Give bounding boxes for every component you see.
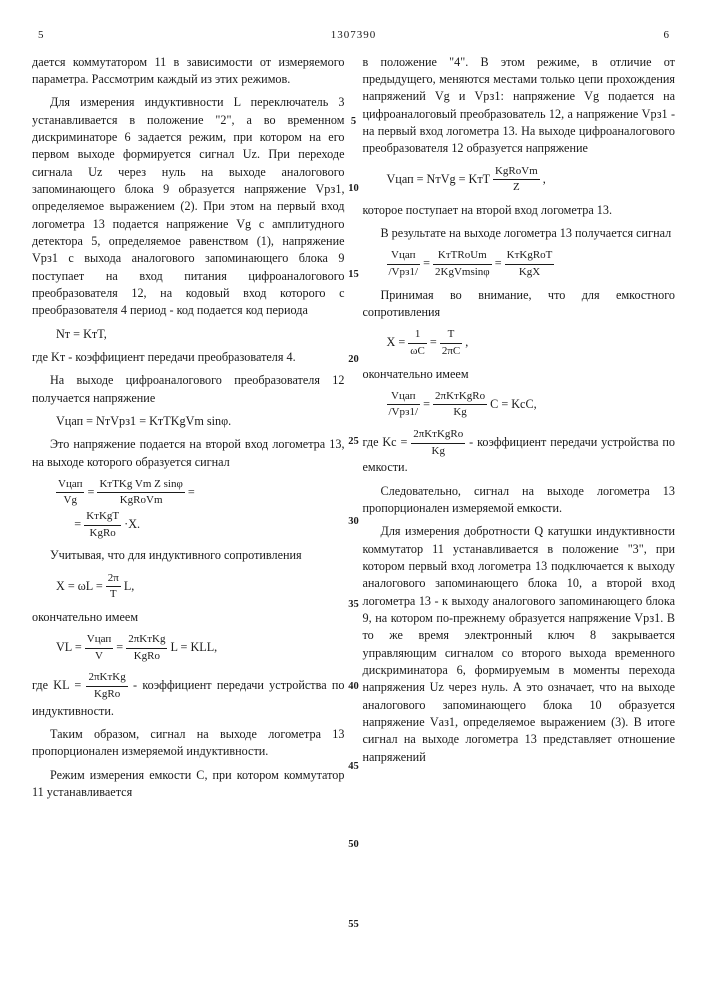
frac-num: KтTKg Vm Z sinφ <box>97 477 184 494</box>
formula: X = ωL = 2πT L, <box>56 571 345 603</box>
frac-den: KgX <box>505 265 555 281</box>
frac-num: Vцап <box>387 389 421 406</box>
frac-den: Kg <box>411 444 465 460</box>
lineno: 55 <box>348 918 359 933</box>
frac-den: KgRo <box>84 526 121 542</box>
para: которое поступает на второй вход логомет… <box>363 202 676 219</box>
formula: Vцап/Vрз1/ = KтTRoUm2KgVmsinφ = KтKgRoTK… <box>387 248 676 280</box>
frac-den: V <box>85 649 113 665</box>
formula: Vцап = NтVрз1 = KтTKgVm sinφ. <box>56 413 345 430</box>
formula-part: = KтTKgVm sinφ. <box>136 414 231 428</box>
frac-num: Vцап <box>387 248 421 265</box>
frac-den: Z <box>493 180 540 196</box>
formula: VL = VцапV = 2πKтKgKgRo L = KLL, <box>56 632 345 664</box>
frac-num: T <box>440 327 462 344</box>
frac-den: /Vрз1/ <box>387 405 421 421</box>
frac-num: 2πKтKg <box>86 670 127 687</box>
formula-part: = <box>423 397 433 411</box>
text: где KL = <box>32 678 86 692</box>
lineno: 40 <box>348 680 359 695</box>
frac-num: KgRoVm <box>493 164 540 181</box>
frac-den: KgRoVm <box>97 493 184 509</box>
frac-den: 2πC <box>440 344 462 360</box>
formula: X = 1ωC = T2πC , <box>387 327 676 359</box>
frac-num: Vцап <box>56 477 84 494</box>
page: 5 1307390 6 5 10 15 20 25 30 35 40 45 50… <box>0 0 707 1000</box>
frac-den: /Vрз1/ <box>387 265 421 281</box>
para: Принимая во внимание, что для емкостного… <box>363 287 676 322</box>
frac-den: Kg <box>433 405 487 421</box>
page-num-left: 5 <box>38 28 78 44</box>
formula: Vцап/Vрз1/ = 2πKтKgRoKg C = KcC, <box>387 389 676 421</box>
frac-num: 2πKтKgRo <box>433 389 487 406</box>
para: где Kc = 2πKтKgRoKg - коэффициент переда… <box>363 427 676 477</box>
formula-part: Vцап = NтVрз1 <box>56 414 136 428</box>
patent-number: 1307390 <box>78 28 629 44</box>
formula-part: ·X. <box>124 517 140 531</box>
formula-part: = <box>430 335 440 349</box>
frac-num: 2πKтKg <box>126 632 167 649</box>
formula-part: = <box>116 640 126 654</box>
lineno: 5 <box>351 115 356 130</box>
para: окончательно имеем <box>32 609 345 626</box>
formula-part: = <box>423 256 433 270</box>
page-header: 5 1307390 6 <box>32 28 675 44</box>
frac-den: KgRo <box>126 649 167 665</box>
para: Следовательно, сигнал на выходе логометр… <box>363 483 676 518</box>
para: Учитывая, что для индуктивного сопротивл… <box>32 547 345 564</box>
lineno: 30 <box>348 515 359 530</box>
para: где Kт - коэффициент передачи преобразов… <box>32 349 345 366</box>
frac-num: 1 <box>408 327 427 344</box>
para: где KL = 2πKтKgKgRo - коэффициент переда… <box>32 670 345 720</box>
para: Для измерения индуктивности L переключат… <box>32 94 345 319</box>
lineno: 10 <box>348 182 359 197</box>
formula: VцапVg = KтTKg Vm Z sinφKgRoVm = = KтKgT… <box>56 477 345 541</box>
frac-num: KтKgT <box>84 509 121 526</box>
para: Это напряжение подается на второй вход л… <box>32 436 345 471</box>
column-right: в положение "4". В этом режиме, в отличи… <box>363 54 676 808</box>
column-left: дается коммутатором 11 в зависимости от … <box>32 54 345 808</box>
frac-den: Vg <box>56 493 84 509</box>
frac-num: KтTRoUm <box>433 248 492 265</box>
frac-num: 2π <box>106 571 121 588</box>
formula-part: L, <box>124 579 135 593</box>
frac-num: Vцап <box>85 632 113 649</box>
para: окончательно имеем <box>363 366 676 383</box>
frac-den: T <box>106 587 121 603</box>
frac-den: 2KgVmsinφ <box>433 265 492 281</box>
frac-den: ωC <box>408 344 427 360</box>
page-num-right: 6 <box>629 28 669 44</box>
text: где Kc = <box>363 435 412 449</box>
para: В результате на выходе логометра 13 полу… <box>363 225 676 242</box>
lineno: 45 <box>348 760 359 775</box>
formula-part: = <box>495 256 505 270</box>
para: Режим измерения емкости C, при котором к… <box>32 767 345 802</box>
formula-part: X = ωL = <box>56 579 106 593</box>
frac-num: KтKgRoT <box>505 248 555 265</box>
para: дается коммутатором 11 в зависимости от … <box>32 54 345 89</box>
lineno: 35 <box>348 598 359 613</box>
formula-part: Vцап = NтVg = KтT <box>387 171 490 185</box>
frac-num: 2πKтKgRo <box>411 427 465 444</box>
para: Таким образом, сигнал на выходе логометр… <box>32 726 345 761</box>
lineno: 50 <box>348 838 359 853</box>
formula-part: C = KcC, <box>490 397 536 411</box>
para: в положение "4". В этом режиме, в отличи… <box>363 54 676 158</box>
formula: Vцап = NтVg = KтT KgRoVmZ , <box>387 164 676 196</box>
lineno: 20 <box>348 353 359 368</box>
formula-part: VL = <box>56 640 85 654</box>
lineno: 15 <box>348 268 359 283</box>
formula-part: X = <box>387 335 409 349</box>
para: На выходе цифроаналогового преобразовате… <box>32 372 345 407</box>
formula: Nт = KтT, <box>56 326 345 343</box>
formula-part: L = KLL, <box>171 640 218 654</box>
frac-den: KgRo <box>86 687 127 703</box>
para: Для измерения добротности Q катушки инду… <box>363 523 676 766</box>
formula-part: , <box>543 171 546 185</box>
formula-part: , <box>465 335 468 349</box>
lineno: 25 <box>348 435 359 450</box>
